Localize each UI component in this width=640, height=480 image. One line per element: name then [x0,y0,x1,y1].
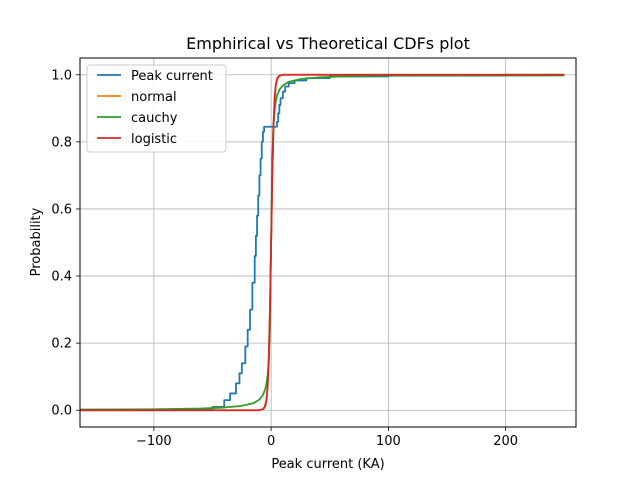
x-tick-label: −100 [136,434,172,449]
chart-title: Emphirical vs Theoretical CDFs plot [186,34,470,53]
series-layer [79,73,565,412]
y-tick-label: 0.0 [51,404,72,419]
ticks: −100 0 100 200 0.0 0.2 0.4 0.6 0.8 1.0 [51,68,518,449]
legend-label-cauchy: cauchy [131,111,178,126]
y-tick-label: 0.8 [51,135,72,150]
legend-label-peak-current: Peak current [131,69,213,84]
y-tick-label: 0.6 [51,202,72,217]
legend-label-logistic: logistic [131,132,177,147]
plot-frame [79,57,577,428]
x-tick-label: 200 [493,434,518,449]
series-line-peak-current [80,73,565,412]
y-tick-label: 0.4 [51,270,72,285]
series-line-logistic [80,73,565,412]
legend-box [86,64,227,153]
y-axis-label: Probability [29,207,44,276]
y-tick-label: 1.0 [51,68,72,83]
legend-label-normal: normal [131,90,177,105]
x-tick-label: 0 [267,434,275,449]
y-tick-label: 0.2 [51,337,72,352]
x-axis-label: Peak current (KA) [271,457,384,472]
x-tick-label: 100 [376,434,401,449]
legend: Peak current normal cauchy logistic [86,64,227,153]
